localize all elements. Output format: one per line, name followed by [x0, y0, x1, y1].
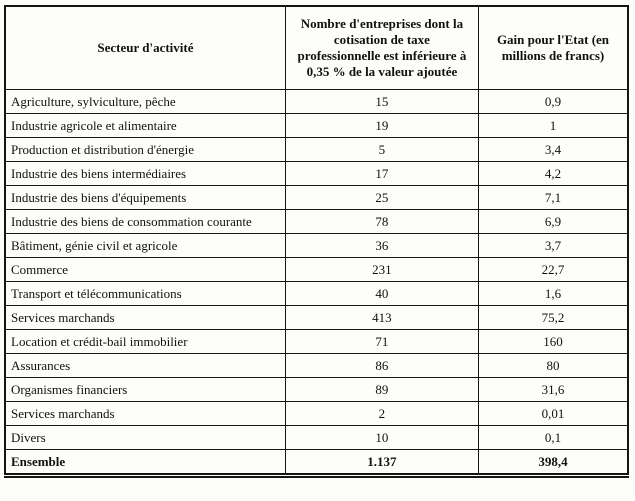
count-cell: 17 — [284, 161, 479, 186]
count-cell: 36 — [284, 233, 479, 258]
count-cell: 71 — [284, 329, 479, 354]
gain-cell: 7,1 — [477, 185, 629, 210]
count-cell: 25 — [284, 185, 479, 210]
sector-cell: Services marchands — [4, 305, 286, 330]
count-cell: 40 — [284, 281, 479, 306]
total-gain-cell: 398,4 — [477, 449, 629, 476]
total-count-cell: 1.137 — [284, 449, 479, 476]
sector-cell: Organismes financiers — [4, 377, 286, 402]
gain-cell: 3,4 — [477, 137, 629, 162]
sector-cell: Agriculture, sylviculture, pêche — [4, 89, 286, 114]
sector-cell: Industrie des biens intermédiaires — [4, 161, 286, 186]
table-row: Assurances 86 80 — [4, 353, 629, 378]
table-row: Services marchands 413 75,2 — [4, 305, 629, 330]
header-sector: Secteur d'activité — [4, 5, 286, 90]
gain-cell: 22,7 — [477, 257, 629, 282]
table-row: Industrie des biens d'équipements 25 7,1 — [4, 185, 629, 210]
header-row: Secteur d'activité Nombre d'entreprises … — [4, 5, 629, 90]
table-row: Location et crédit-bail immobilier 71 160 — [4, 329, 629, 354]
table-head: Secteur d'activité Nombre d'entreprises … — [4, 5, 629, 90]
gain-cell: 1,6 — [477, 281, 629, 306]
table-row: Bâtiment, génie civil et agricole 36 3,7 — [4, 233, 629, 258]
count-cell: 89 — [284, 377, 479, 402]
sector-cell: Industrie des biens de consommation cour… — [4, 209, 286, 234]
total-row: Ensemble 1.137 398,4 — [4, 449, 629, 476]
gain-cell: 31,6 — [477, 377, 629, 402]
header-enterprise-count: Nombre d'entreprises dont la cotisation … — [284, 5, 479, 90]
sector-cell: Commerce — [4, 257, 286, 282]
gain-cell: 75,2 — [477, 305, 629, 330]
gain-cell: 160 — [477, 329, 629, 354]
gain-cell: 3,7 — [477, 233, 629, 258]
sector-cell: Services marchands — [4, 401, 286, 426]
gain-cell: 6,9 — [477, 209, 629, 234]
sector-cell: Production et distribution d'énergie — [4, 137, 286, 162]
count-cell: 231 — [284, 257, 479, 282]
sector-cell: Bâtiment, génie civil et agricole — [4, 233, 286, 258]
table-body: Agriculture, sylviculture, pêche 15 0,9 Ind… — [4, 89, 629, 450]
table-row: Commerce 231 22,7 — [4, 257, 629, 282]
sector-cell: Assurances — [4, 353, 286, 378]
gain-cell: 80 — [477, 353, 629, 378]
table-row: Agriculture, sylviculture, pêche 15 0,9 — [4, 89, 629, 114]
table-row: Production et distribution d'énergie 5 3,4 — [4, 137, 629, 162]
table-row: Divers 10 0,1 — [4, 425, 629, 450]
total-label-cell: Ensemble — [4, 449, 286, 476]
gain-cell: 1 — [477, 113, 629, 138]
sector-cell: Transport et télécommunications — [4, 281, 286, 306]
gain-cell: 0,9 — [477, 89, 629, 114]
gain-cell: 4,2 — [477, 161, 629, 186]
table-row: Services marchands 2 0,01 — [4, 401, 629, 426]
sector-cell: Industrie des biens d'équipements — [4, 185, 286, 210]
table-row: Organismes financiers 89 31,6 — [4, 377, 629, 402]
activity-table: Secteur d'activité Nombre d'entreprises … — [4, 5, 629, 478]
table-row: Industrie agricole et alimentaire 19 1 — [4, 113, 629, 138]
gain-cell: 0,1 — [477, 425, 629, 450]
count-cell: 5 — [284, 137, 479, 162]
count-cell: 10 — [284, 425, 479, 450]
table-row: Transport et télécommunications 40 1,6 — [4, 281, 629, 306]
count-cell: 413 — [284, 305, 479, 330]
table-row: Industrie des biens de consommation cour… — [4, 209, 629, 234]
gain-cell: 0,01 — [477, 401, 629, 426]
table-row: Industrie des biens intermédiaires 17 4,2 — [4, 161, 629, 186]
sector-cell: Location et crédit-bail immobilier — [4, 329, 286, 354]
sector-cell: Industrie agricole et alimentaire — [4, 113, 286, 138]
table-foot: Ensemble 1.137 398,4 — [4, 449, 629, 476]
count-cell: 19 — [284, 113, 479, 138]
count-cell: 86 — [284, 353, 479, 378]
count-cell: 2 — [284, 401, 479, 426]
count-cell: 78 — [284, 209, 479, 234]
count-cell: 15 — [284, 89, 479, 114]
header-state-gain: Gain pour l'Etat (en millions de francs) — [477, 5, 629, 90]
sector-cell: Divers — [4, 425, 286, 450]
